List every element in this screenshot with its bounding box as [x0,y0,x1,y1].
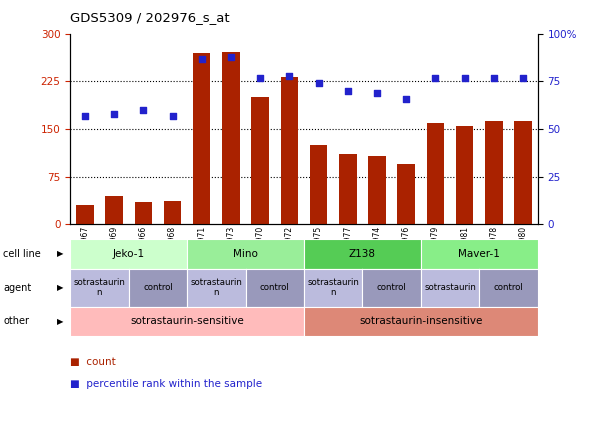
Point [167,112,177,119]
Bar [76,205,93,224]
Point [489,74,499,81]
Bar [222,52,240,224]
Text: sotrastaurin-insensitive: sotrastaurin-insensitive [359,316,483,327]
Text: sotrastaurin
n: sotrastaurin n [73,278,125,297]
Bar [514,121,532,224]
Point [197,55,207,62]
Text: sotrastaurin
n: sotrastaurin n [191,278,243,297]
Point [459,74,469,81]
Bar [251,97,269,224]
Bar [164,201,181,224]
Point [139,107,148,113]
Bar [426,123,444,224]
Text: ■  count: ■ count [70,357,116,368]
Point [80,112,90,119]
Bar [310,145,327,224]
Bar [397,164,415,224]
Text: control: control [143,283,173,292]
Text: sotrastaurin
n: sotrastaurin n [307,278,359,297]
Text: cell line: cell line [3,249,41,259]
Text: Jeko-1: Jeko-1 [112,249,145,259]
Bar [105,196,123,224]
Point [431,74,441,81]
Text: Maver-1: Maver-1 [458,249,500,259]
Text: ▶: ▶ [57,317,63,326]
Point [285,72,295,79]
Text: Mino: Mino [233,249,258,259]
Text: GDS5309 / 202976_s_at: GDS5309 / 202976_s_at [70,11,230,24]
Text: control: control [260,283,290,292]
Bar [368,156,386,224]
Point [372,90,382,96]
Bar [485,121,503,224]
Point [109,110,119,117]
Text: other: other [3,316,29,327]
Text: ▶: ▶ [57,249,63,258]
Point [518,74,528,81]
Text: Z138: Z138 [349,249,376,259]
Point [255,74,265,81]
Bar [134,202,152,224]
Text: agent: agent [3,283,31,293]
Point [313,80,323,87]
Text: sotrastaurin-sensitive: sotrastaurin-sensitive [130,316,244,327]
Bar [456,126,474,224]
Point [401,95,411,102]
Text: control: control [494,283,524,292]
Text: ■  percentile rank within the sample: ■ percentile rank within the sample [70,379,262,389]
Bar [280,77,298,224]
Point [226,53,236,60]
Point [343,88,353,94]
Text: sotrastaurin: sotrastaurin [424,283,476,292]
Bar [193,53,210,224]
Text: control: control [377,283,406,292]
Text: ▶: ▶ [57,283,63,292]
Bar [339,154,357,224]
